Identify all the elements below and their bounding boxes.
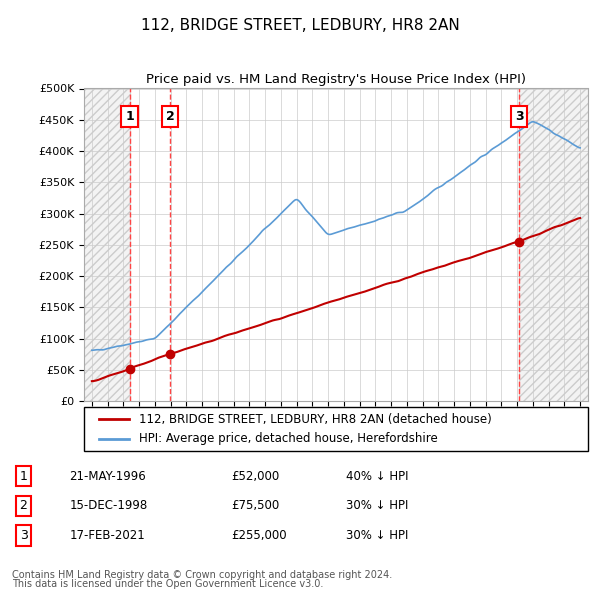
Text: 30% ↓ HPI: 30% ↓ HPI: [346, 499, 409, 512]
Text: 2: 2: [20, 499, 28, 512]
FancyBboxPatch shape: [84, 407, 588, 451]
Text: 40% ↓ HPI: 40% ↓ HPI: [346, 470, 409, 483]
Text: 2: 2: [166, 110, 175, 123]
Text: 21-MAY-1996: 21-MAY-1996: [70, 470, 146, 483]
Text: 112, BRIDGE STREET, LEDBURY, HR8 2AN (detached house): 112, BRIDGE STREET, LEDBURY, HR8 2AN (de…: [139, 413, 492, 426]
Text: 30% ↓ HPI: 30% ↓ HPI: [346, 529, 409, 542]
Text: 1: 1: [20, 470, 28, 483]
Bar: [84, 88, 130, 401]
Text: 1: 1: [125, 110, 134, 123]
Text: Contains HM Land Registry data © Crown copyright and database right 2024.: Contains HM Land Registry data © Crown c…: [12, 570, 392, 580]
Bar: [84, 88, 130, 401]
Text: This data is licensed under the Open Government Licence v3.0.: This data is licensed under the Open Gov…: [12, 579, 323, 589]
Text: £52,000: £52,000: [231, 470, 279, 483]
Text: £255,000: £255,000: [231, 529, 287, 542]
Text: £75,500: £75,500: [231, 499, 279, 512]
Text: HPI: Average price, detached house, Herefordshire: HPI: Average price, detached house, Here…: [139, 432, 438, 445]
Text: 17-FEB-2021: 17-FEB-2021: [70, 529, 145, 542]
Text: 15-DEC-1998: 15-DEC-1998: [70, 499, 148, 512]
Bar: [519, 88, 588, 401]
Bar: [519, 88, 588, 401]
Text: 112, BRIDGE STREET, LEDBURY, HR8 2AN: 112, BRIDGE STREET, LEDBURY, HR8 2AN: [140, 18, 460, 32]
Text: 3: 3: [515, 110, 523, 123]
Text: 3: 3: [20, 529, 28, 542]
Title: Price paid vs. HM Land Registry's House Price Index (HPI): Price paid vs. HM Land Registry's House …: [146, 73, 526, 86]
